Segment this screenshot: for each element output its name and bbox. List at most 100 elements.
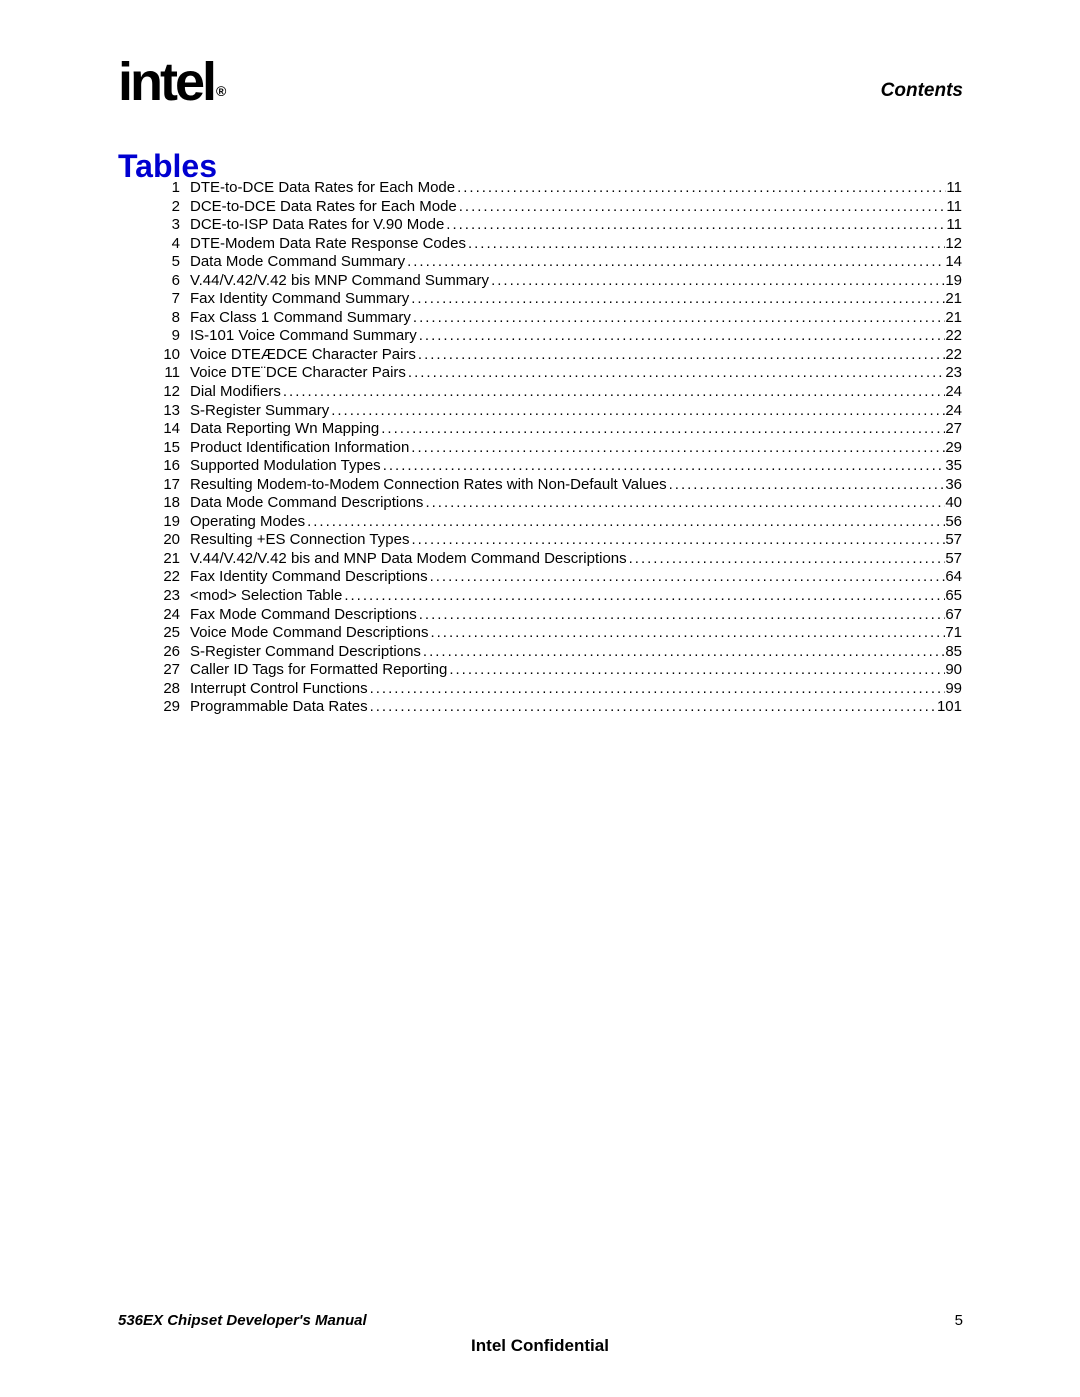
toc-leader: ........................................… [667,476,946,493]
header-contents: Contents [881,80,963,102]
toc-leader: ........................................… [466,235,945,252]
footer-manual-title: 536EX Chipset Developer's Manual [118,1312,367,1329]
toc-page: 23 [945,364,962,381]
toc-row: 15Product Identification Information ...… [137,439,962,458]
toc-number: 15 [137,439,190,456]
toc-leader: ........................................… [428,568,946,585]
toc-leader: ........................................… [305,513,945,530]
toc-row: 7Fax Identity Command Summary ..........… [137,290,962,309]
toc-number: 12 [137,383,190,400]
toc-number: 13 [137,402,190,419]
toc-title: Fax Mode Command Descriptions [190,606,417,623]
toc-page: 85 [945,643,962,660]
toc-title: Fax Identity Command Summary [190,290,409,307]
toc-number: 24 [137,606,190,623]
toc-number: 7 [137,290,190,307]
toc-number: 28 [137,680,190,697]
toc-leader: ........................................… [381,457,946,474]
toc-leader: ........................................… [444,216,946,233]
toc-number: 9 [137,327,190,344]
toc-row: 10Voice DTEÆDCE Character Pairs ........… [137,346,962,365]
toc-number: 29 [137,698,190,715]
toc-row: 5Data Mode Command Summary .............… [137,253,962,272]
toc-title: Caller ID Tags for Formatted Reporting [190,661,447,678]
toc-row: 12Dial Modifiers .......................… [137,383,962,402]
toc-title: DCE-to-ISP Data Rates for V.90 Mode [190,216,444,233]
toc-leader: ........................................… [409,531,945,548]
toc-page: 67 [945,606,962,623]
toc-row: 16Supported Modulation Types ...........… [137,457,962,476]
toc-row: 1DTE-to-DCE Data Rates for Each Mode ...… [137,179,962,198]
toc-page: 22 [945,346,962,363]
toc-title: DCE-to-DCE Data Rates for Each Mode [190,198,457,215]
toc-row: 14Data Reporting Wn Mapping ............… [137,420,962,439]
toc-title: S-Register Command Descriptions [190,643,421,660]
toc-title: Data Reporting Wn Mapping [190,420,379,437]
toc-title: Dial Modifiers [190,383,281,400]
toc-leader: ........................................… [447,661,945,678]
toc-title: IS-101 Voice Command Summary [190,327,417,344]
toc-title: S-Register Summary [190,402,329,419]
toc-row: 3DCE-to-ISP Data Rates for V.90 Mode ...… [137,216,962,235]
toc-leader: ........................................… [416,346,945,363]
toc-leader: ........................................… [417,606,946,623]
toc-title: V.44/V.42/V.42 bis and MNP Data Modem Co… [190,550,627,567]
toc-title: Resulting +ES Connection Types [190,531,409,548]
toc-row: 13S-Register Summary ...................… [137,402,962,421]
toc-row: 19Operating Modes ......................… [137,513,962,532]
toc-number: 22 [137,568,190,585]
toc-page: 57 [945,550,962,567]
toc-leader: ........................................… [409,439,945,456]
toc-row: 8Fax Class 1 Command Summary ...........… [137,309,962,328]
toc-number: 8 [137,309,190,326]
toc-title: Supported Modulation Types [190,457,381,474]
toc-row: 6V.44/V.42/V.42 bis MNP Command Summary … [137,272,962,291]
toc-number: 5 [137,253,190,270]
toc-row: 20Resulting +ES Connection Types .......… [137,531,962,550]
toc-row: 26S-Register Command Descriptions ......… [137,643,962,662]
toc-leader: ........................................… [428,624,945,641]
toc-number: 10 [137,346,190,363]
toc-page: 21 [945,290,962,307]
toc-row: 11Voice DTE¨DCE Character Pairs ........… [137,364,962,383]
footer-page-number: 5 [955,1312,963,1329]
toc-title: Operating Modes [190,513,305,530]
toc-leader: ........................................… [417,327,946,344]
toc-row: 21V.44/V.42/V.42 bis and MNP Data Modem … [137,550,962,569]
toc-title: Voice DTEÆDCE Character Pairs [190,346,416,363]
toc-page: 56 [945,513,962,530]
toc-row: 9IS-101 Voice Command Summary ..........… [137,327,962,346]
toc-leader: ........................................… [423,494,945,511]
toc-number: 20 [137,531,190,548]
toc-number: 4 [137,235,190,252]
toc-page: 99 [945,680,962,697]
toc-page: 24 [945,383,962,400]
toc-number: 25 [137,624,190,641]
toc-title: DTE-Modem Data Rate Response Codes [190,235,466,252]
toc-row: 4DTE-Modem Data Rate Response Codes ....… [137,235,962,254]
toc-title: Programmable Data Rates [190,698,368,715]
toc-page: 71 [945,624,962,641]
toc-leader: ........................................… [342,587,945,604]
toc-page: 35 [945,457,962,474]
toc-leader: ........................................… [368,698,937,715]
toc-page: 11 [946,179,962,196]
toc-leader: ........................................… [368,680,946,697]
toc-title: Fax Identity Command Descriptions [190,568,428,585]
toc-page: 90 [945,661,962,678]
toc-number: 27 [137,661,190,678]
toc-number: 1 [137,179,190,196]
intel-logo: intel® [118,55,223,109]
toc-leader: ........................................… [405,253,945,270]
toc-page: 57 [945,531,962,548]
toc-row: 2DCE-to-DCE Data Rates for Each Mode ...… [137,198,962,217]
toc-number: 17 [137,476,190,493]
toc-page: 22 [945,327,962,344]
footer-confidential: Intel Confidential [0,1336,1080,1356]
toc-page: 12 [945,235,962,252]
toc-number: 19 [137,513,190,530]
toc-number: 3 [137,216,190,233]
toc-row: 24Fax Mode Command Descriptions ........… [137,606,962,625]
toc-row: 27Caller ID Tags for Formatted Reporting… [137,661,962,680]
toc-row: 18Data Mode Command Descriptions .......… [137,494,962,513]
